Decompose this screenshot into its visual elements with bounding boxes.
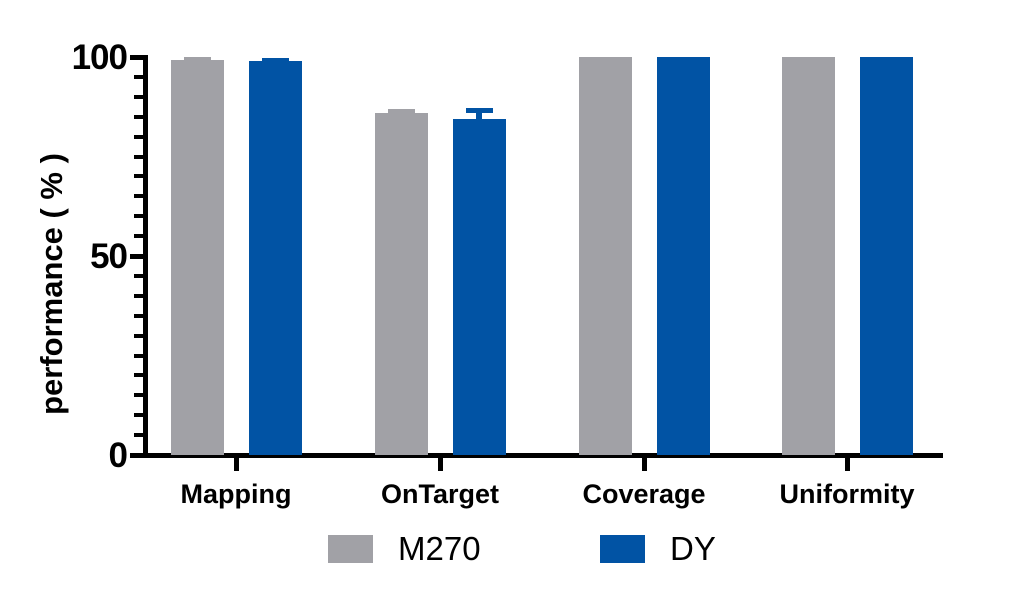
x-axis-line bbox=[130, 453, 943, 458]
y-axis-line bbox=[143, 55, 148, 458]
bar-m270-coverage bbox=[578, 57, 632, 455]
error-bar-cap-dy-ontarget bbox=[465, 107, 493, 113]
category-label-uniformity: Uniformity bbox=[779, 479, 915, 509]
category-label-ontarget: OnTarget bbox=[380, 479, 500, 509]
bar-m270-mapping bbox=[170, 59, 224, 455]
error-bar-cap-m270-mapping bbox=[183, 57, 211, 63]
bar-dy-mapping bbox=[248, 61, 302, 455]
y-axis-minor-tick bbox=[134, 154, 143, 159]
y-axis-minor-tick bbox=[134, 433, 143, 438]
bar-m270-uniformity bbox=[781, 57, 835, 455]
y-tick-label: 100 bbox=[71, 38, 128, 78]
y-axis-minor-tick bbox=[134, 114, 143, 119]
y-axis-minor-tick bbox=[134, 313, 143, 318]
y-axis-minor-tick bbox=[134, 293, 143, 298]
y-axis-minor-tick bbox=[134, 413, 143, 418]
y-axis-minor-tick bbox=[134, 74, 143, 79]
y-axis-major-tick bbox=[130, 253, 143, 259]
legend-swatch-m270 bbox=[328, 535, 373, 563]
y-axis-minor-tick bbox=[134, 234, 143, 239]
y-axis-minor-tick bbox=[134, 273, 143, 278]
legend-item-dy: DY bbox=[600, 530, 716, 568]
error-bar-cap-m270-ontarget bbox=[387, 109, 415, 115]
category-label-mapping: Mapping bbox=[180, 479, 292, 509]
legend-swatch-dy bbox=[600, 535, 645, 563]
legend-item-m270: M270 bbox=[328, 530, 481, 568]
y-axis-minor-tick bbox=[134, 134, 143, 139]
legend-label-dy: DY bbox=[670, 530, 716, 567]
category-label-coverage: Coverage bbox=[582, 479, 706, 509]
error-bar-stem-dy-ontarget bbox=[476, 110, 482, 120]
y-axis-minor-tick bbox=[134, 333, 143, 338]
bar-dy-uniformity bbox=[859, 57, 913, 455]
x-axis-tick-mapping bbox=[233, 458, 239, 471]
y-axis-minor-tick bbox=[134, 94, 143, 99]
x-axis-tick-uniformity bbox=[844, 458, 850, 471]
y-tick-label: 0 bbox=[108, 436, 128, 476]
bar-dy-ontarget bbox=[452, 118, 506, 455]
y-tick-label: 50 bbox=[90, 237, 128, 277]
y-axis-minor-tick bbox=[134, 194, 143, 199]
y-axis-major-tick bbox=[130, 54, 143, 60]
y-axis-title: performance ( % ) bbox=[34, 153, 69, 415]
x-axis-tick-coverage bbox=[641, 458, 647, 471]
bar-dy-coverage bbox=[656, 57, 710, 455]
y-axis-minor-tick bbox=[134, 353, 143, 358]
y-axis-minor-tick bbox=[134, 373, 143, 378]
bar-m270-ontarget bbox=[374, 112, 428, 455]
error-bar-cap-dy-mapping bbox=[261, 58, 289, 64]
y-axis-minor-tick bbox=[134, 214, 143, 219]
y-axis-minor-tick bbox=[134, 393, 143, 398]
y-axis-minor-tick bbox=[134, 174, 143, 179]
x-axis-tick-ontarget bbox=[437, 458, 443, 471]
legend-label-m270: M270 bbox=[398, 530, 481, 567]
